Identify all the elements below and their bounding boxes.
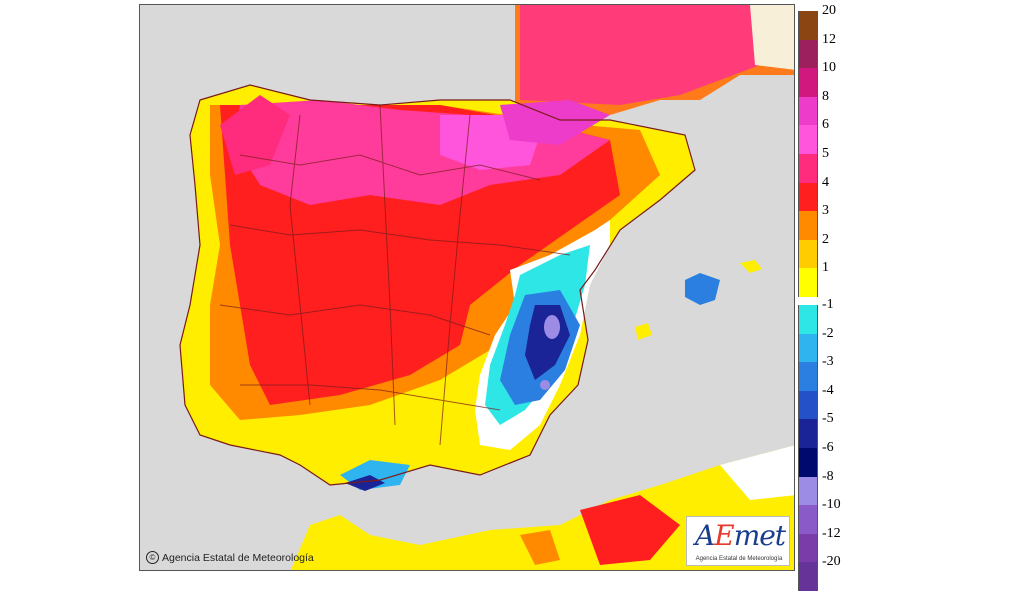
legend-swatch-neg-1 <box>798 333 818 363</box>
aemet-logo-subtitle: Agencia Estatal de Meteorología <box>695 556 783 562</box>
legend-swatch-neg-9 <box>798 562 818 591</box>
legend-label-pos-1: 12 <box>822 31 836 47</box>
legend-label-pos-9: 1 <box>822 260 829 276</box>
aemet-logo-wordmark: AEmet <box>695 519 786 552</box>
africa-hot <box>580 495 680 565</box>
legend-swatch-neg-3 <box>798 390 818 420</box>
north-africa <box>290 445 794 570</box>
cold-violet <box>544 315 560 339</box>
copyright-text: Agencia Estatal de Meteorología <box>162 551 314 564</box>
legend-label-pos-4: 6 <box>822 117 829 133</box>
cold-violet-south <box>540 380 550 390</box>
aemet-logo: AEmet Agencia Estatal de Meteorología <box>686 516 790 566</box>
province-boundaries <box>219 104 571 446</box>
legend-label-neg-2: -3 <box>822 354 834 370</box>
legend-swatch-neg-7 <box>798 505 818 534</box>
legend-label-pos-8: 2 <box>822 231 829 247</box>
menorca <box>740 260 762 273</box>
legend-swatch-pos-7 <box>798 211 818 240</box>
legend-label-pos-3: 8 <box>822 88 829 104</box>
south-cold-core <box>345 475 385 491</box>
legend-swatch-pos-5 <box>798 154 818 183</box>
legend-label-pos-0: 20 <box>822 3 836 18</box>
legend-swatch-pos-2 <box>798 68 818 97</box>
legend-swatch-pos-3 <box>798 96 818 126</box>
legend-swatch-pos-9 <box>798 268 818 297</box>
legend-label-neg-3: -4 <box>822 382 834 398</box>
legend-swatch-neg-4 <box>798 419 818 448</box>
legend-swatch-neg-2 <box>798 362 818 391</box>
legend-label-neg-9: -20 <box>822 554 841 570</box>
legend-swatch-pos-6 <box>798 182 818 212</box>
color-legend: 20 12 10 8 6 5 4 3 2 1 -1 -2 -3 -4 -5 -6 -8 -10 -12 -20 <box>798 4 868 591</box>
legend-label-neg-4: -5 <box>822 411 834 427</box>
legend-label-neg-8: -12 <box>822 525 841 541</box>
logo-letter-e: E <box>714 519 734 552</box>
legend-swatch-pos-8 <box>798 239 818 269</box>
copyright-notice: © Agencia Estatal de Meteorología <box>146 551 314 564</box>
france-east-land <box>750 5 794 70</box>
legend-swatch-neg-0 <box>798 305 818 334</box>
copyright-icon: © <box>146 551 159 564</box>
iberia-coastline <box>179 84 696 486</box>
legend-label-neg-0: -1 <box>822 297 834 312</box>
legend-label-pos-6: 4 <box>822 174 829 190</box>
legend-swatch-pos-1 <box>798 39 818 69</box>
pyrenees-magenta <box>500 100 610 145</box>
legend-label-neg-7: -10 <box>822 497 841 513</box>
legend-swatch-neg-8 <box>798 533 818 563</box>
logo-letters-met: met <box>733 519 786 552</box>
ibiza <box>635 323 652 340</box>
map-canvas <box>140 5 794 570</box>
legend-swatch-neg-6 <box>798 476 818 506</box>
mallorca <box>685 273 720 305</box>
galicia-pink <box>220 95 290 175</box>
legend-label-neg-6: -8 <box>822 468 834 484</box>
africa-white <box>720 445 794 500</box>
legend-label-pos-2: 10 <box>822 60 836 76</box>
legend-label-pos-7: 3 <box>822 203 829 219</box>
legend-label-neg-1: -2 <box>822 325 834 341</box>
logo-letter-a: A <box>695 519 715 552</box>
legend-label-pos-5: 5 <box>822 146 829 161</box>
africa-orange <box>520 530 560 565</box>
temperature-anomaly-map: © Agencia Estatal de Meteorología AEmet … <box>139 4 795 571</box>
legend-label-neg-5: -6 <box>822 440 834 455</box>
legend-swatch-pos-4 <box>798 125 818 154</box>
legend-swatch-neg-5 <box>798 448 818 477</box>
france-hot-area <box>520 5 760 105</box>
legend-swatch-pos-0 <box>798 11 818 40</box>
